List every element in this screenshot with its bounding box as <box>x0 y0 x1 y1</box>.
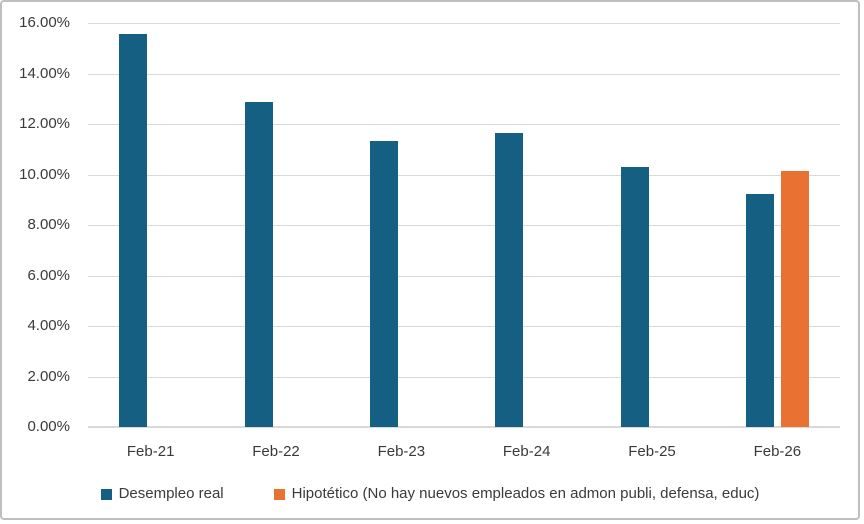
x-tick-label: Feb-25 <box>628 443 676 460</box>
legend-item-desempleo-real: Desempleo real <box>100 485 224 503</box>
legend-item-hipote-tico: Hipotético (No hay nuevos empleados en a… <box>273 485 760 503</box>
plot-area: 0.00% 2.00% 4.00% 6.00% 8.00% 10.00% 12.00% 14.… <box>2 2 858 518</box>
x-tick-label: Feb-26 <box>753 443 802 460</box>
y-tick-label: 2.00% <box>27 367 70 385</box>
bar-desempleo-real-feb-25 <box>620 166 649 427</box>
x-axis-line <box>88 426 840 428</box>
legend-swatch-icon <box>100 488 112 500</box>
gridline <box>88 174 840 176</box>
bar-desempleo-real-feb-23 <box>369 140 398 427</box>
gridline <box>88 275 840 277</box>
legend-label: Desempleo real <box>118 485 224 502</box>
y-tick-label: 10.00% <box>19 165 70 183</box>
y-tick-label: 6.00% <box>27 266 70 284</box>
y-tick-label: 4.00% <box>27 317 70 334</box>
y-tick-label: 8.00% <box>27 216 70 233</box>
x-tick-label: Feb-21 <box>126 443 175 460</box>
bar-desempleo-real-feb-26 <box>745 194 774 427</box>
y-tick-label: 12.00% <box>19 115 70 132</box>
bar-hipote-tico-feb-26 <box>780 170 809 427</box>
gridline <box>88 73 840 75</box>
y-tick-label: 0.00% <box>27 418 70 435</box>
gridline <box>88 376 840 378</box>
gridline <box>88 23 840 24</box>
x-tick-label: Feb-23 <box>377 443 426 460</box>
legend-label: Hipotético (No hay nuevos empleados en a… <box>291 485 760 502</box>
chart-legend: Desempleo real Hipotético (No hay nuevos … <box>2 483 858 505</box>
gridline <box>88 124 840 125</box>
y-tick-label: 16.00% <box>19 14 70 31</box>
legend-swatch-icon <box>273 488 285 500</box>
bar-desempleo-real-feb-21 <box>119 33 148 427</box>
bar-desempleo-real-feb-24 <box>495 132 524 427</box>
x-tick-label: Feb-22 <box>252 443 300 460</box>
gridline <box>88 225 840 226</box>
x-tick-label: Feb-24 <box>502 443 551 460</box>
bar-desempleo-real-feb-22 <box>244 101 273 427</box>
gridline <box>88 326 840 327</box>
y-tick-label: 14.00% <box>19 64 70 82</box>
